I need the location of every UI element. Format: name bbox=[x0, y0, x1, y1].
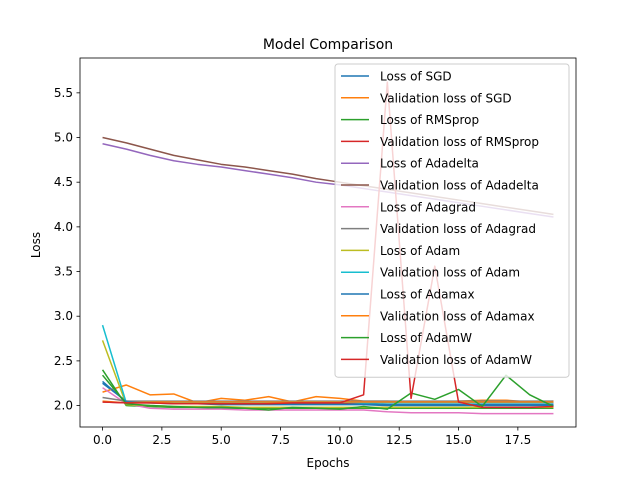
series-line-13 bbox=[101, 374, 554, 411]
y-tick-label: 5.0 bbox=[54, 131, 73, 145]
x-tick-label: 12.5 bbox=[386, 433, 413, 447]
series-line-12 bbox=[102, 400, 554, 404]
legend-label-2: Validation loss of SGD bbox=[380, 91, 512, 105]
legend-label-7: Loss of Adagrad bbox=[380, 200, 476, 214]
x-tick-label: 2.5 bbox=[152, 433, 171, 447]
x-tick-label: 15.0 bbox=[445, 433, 472, 447]
x-tick-label: 10.0 bbox=[327, 433, 354, 447]
legend-label-9: Loss of Adam bbox=[380, 244, 460, 258]
legend-label-4: Validation loss of RMSprop bbox=[380, 135, 539, 149]
axes: 0.0 2.5 5.0 7.5 10.0 12.5 15.0 17.5 2.0 2.5 3.0 3.5… bbox=[54, 57, 577, 447]
series-line-14 bbox=[102, 81, 554, 409]
y-tick-label: 3.0 bbox=[54, 309, 73, 323]
y-tick-label: 2.5 bbox=[54, 354, 73, 368]
legend-label-8: Validation loss of Adagrad bbox=[380, 222, 536, 236]
y-tick-label: 4.0 bbox=[54, 220, 73, 234]
series-lines bbox=[101, 81, 554, 415]
y-tick-label: 4.5 bbox=[54, 175, 73, 189]
x-tick-label: 17.5 bbox=[504, 433, 531, 447]
y-axis-label: Loss bbox=[29, 232, 43, 258]
legend-label-3: Loss of RMSprop bbox=[380, 113, 479, 127]
legend-box bbox=[334, 63, 570, 378]
series-line-7 bbox=[102, 387, 554, 415]
legend-label-11: Loss of Adamax bbox=[380, 288, 475, 302]
chart-title: Model Comparison bbox=[263, 37, 393, 53]
y-tick-label: 5.5 bbox=[54, 86, 73, 100]
plot-frame bbox=[79, 57, 577, 428]
legend-label-14: Validation loss of AdamW bbox=[380, 353, 532, 367]
x-tick-label: 7.5 bbox=[271, 433, 290, 447]
legend: Loss of SGD Validation loss of SGD Loss of… bbox=[334, 63, 570, 378]
series-line-8 bbox=[102, 396, 554, 402]
x-tick-label: 0.0 bbox=[93, 433, 112, 447]
x-tick-label: 5.0 bbox=[212, 433, 231, 447]
x-axis-label: Epochs bbox=[307, 456, 350, 470]
legend-label-1: Loss of SGD bbox=[380, 70, 452, 84]
y-tick-label: 3.5 bbox=[54, 265, 73, 279]
legend-label-13: Loss of AdamW bbox=[380, 331, 472, 345]
legend-label-6: Validation loss of Adadelta bbox=[380, 179, 539, 193]
legend-label-10: Validation loss of Adam bbox=[380, 266, 520, 280]
legend-label-12: Validation loss of Adamax bbox=[380, 309, 535, 323]
y-tick-label: 2.0 bbox=[54, 399, 73, 413]
legend-label-5: Loss of Adadelta bbox=[380, 157, 479, 171]
